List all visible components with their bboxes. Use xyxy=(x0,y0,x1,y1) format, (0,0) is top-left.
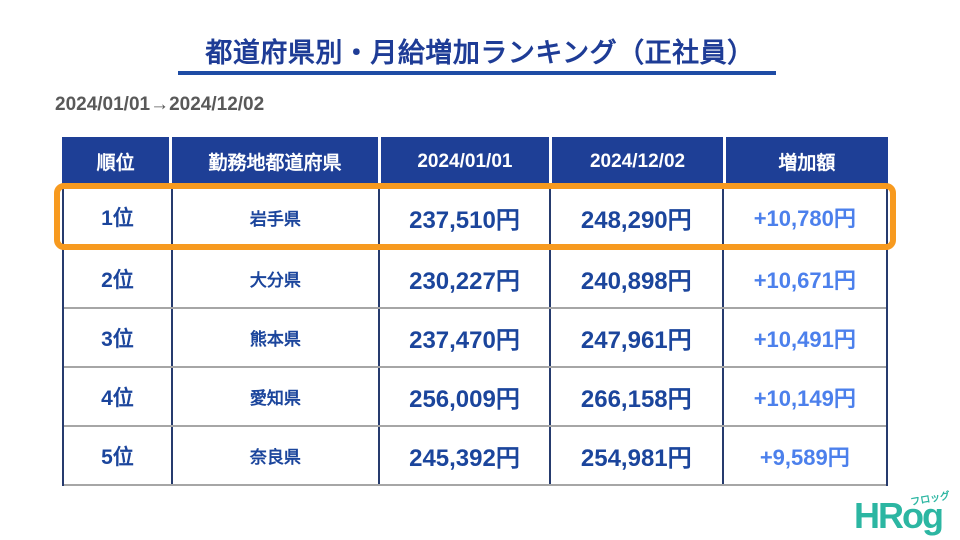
rank-cell: 5位 xyxy=(101,445,134,469)
increase-cell: +10,671円 xyxy=(721,250,886,307)
header-end-date: 2024/12/02 xyxy=(549,137,722,186)
prefecture-cell: 大分県 xyxy=(170,250,378,307)
start-salary-cell: 245,392円 xyxy=(378,427,549,484)
title-underline xyxy=(178,71,776,75)
rank-cell: 3位 xyxy=(101,327,134,351)
date-range: 2024/01/01→2024/12/02 xyxy=(55,94,265,115)
hrog-logo: HRog フロッグ xyxy=(854,491,951,536)
header-prefecture: 勤務地都道府県 xyxy=(169,137,377,186)
end-salary-cell: 266,158円 xyxy=(548,368,722,425)
start-salary-cell: 237,470円 xyxy=(378,309,549,366)
prefecture-cell: 愛知県 xyxy=(170,368,378,425)
end-salary-cell: 247,961円 xyxy=(548,309,722,366)
header-start-date: 2024/01/01 xyxy=(377,137,550,186)
rank-cell: 2位 xyxy=(101,268,134,292)
start-salary-cell: 230,227円 xyxy=(378,250,549,307)
prefecture-cell: 奈良県 xyxy=(170,427,378,484)
table-body: 1位 岩手県 237,510円 248,290円 +10,780円 2位 大分県… xyxy=(62,186,888,486)
table-row-4: 4位 愛知県 256,009円 266,158円 +10,149円 xyxy=(64,368,886,427)
increase-cell: +10,491円 xyxy=(721,309,886,366)
ranking-table: 順位 勤務地都道府県 2024/01/01 2024/12/02 増加額 1位 … xyxy=(54,137,896,486)
table-header-row: 順位 勤務地都道府県 2024/01/01 2024/12/02 増加額 xyxy=(62,137,888,186)
start-salary-cell: 256,009円 xyxy=(378,368,549,425)
rank-cell: 1位 xyxy=(101,207,134,230)
increase-cell: +10,149円 xyxy=(721,368,886,425)
table-row-3: 3位 熊本県 237,470円 247,961円 +10,491円 xyxy=(64,309,886,368)
prefecture-cell: 熊本県 xyxy=(170,309,378,366)
table-row-1: 1位 岩手県 237,510円 248,290円 +10,780円 xyxy=(64,186,886,250)
table-row-5: 5位 奈良県 245,392円 254,981円 +9,589円 xyxy=(64,427,886,486)
prefecture-cell: 岩手県 xyxy=(170,186,378,248)
start-salary-cell: 237,510円 xyxy=(378,186,549,248)
hrog-logo-text: HRog xyxy=(854,495,944,536)
end-salary-cell: 240,898円 xyxy=(548,250,722,307)
header-rank: 順位 xyxy=(96,153,135,174)
hrog-logo-katakana: フロッグ xyxy=(909,490,951,509)
increase-cell: +10,780円 xyxy=(721,186,886,248)
increase-cell: +9,589円 xyxy=(721,427,886,484)
rank-cell: 4位 xyxy=(101,386,134,410)
end-salary-cell: 248,290円 xyxy=(548,186,722,248)
end-salary-cell: 254,981円 xyxy=(548,427,722,484)
page-title: 都道府県別・月給増加ランキング（正社員） xyxy=(205,38,755,68)
table-row-2: 2位 大分県 230,227円 240,898円 +10,671円 xyxy=(64,250,886,309)
header-increase: 増加額 xyxy=(722,137,888,186)
